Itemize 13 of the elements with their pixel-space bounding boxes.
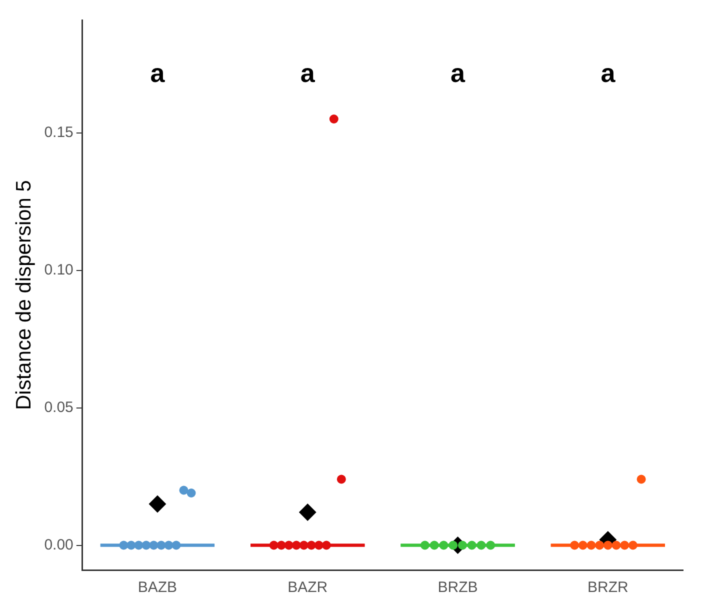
y-tick-label: 0.15 xyxy=(44,124,74,141)
annotation: a xyxy=(150,58,166,88)
y-axis-title: Distance de dispersion 5 xyxy=(12,180,36,410)
y-tick-label: 0.10 xyxy=(44,261,74,278)
x-tick-label: BAZB xyxy=(138,579,178,596)
x-tick-label: BRZR xyxy=(588,579,628,596)
annotation: a xyxy=(300,58,316,88)
annotation: a xyxy=(450,58,466,88)
annotation: a xyxy=(600,58,616,88)
x-tick-label: BRZB xyxy=(438,579,478,596)
x-tick-label: BAZR xyxy=(288,579,328,596)
y-tick-label: 0.05 xyxy=(44,398,74,416)
y-tick-label: 0.00 xyxy=(44,536,74,554)
